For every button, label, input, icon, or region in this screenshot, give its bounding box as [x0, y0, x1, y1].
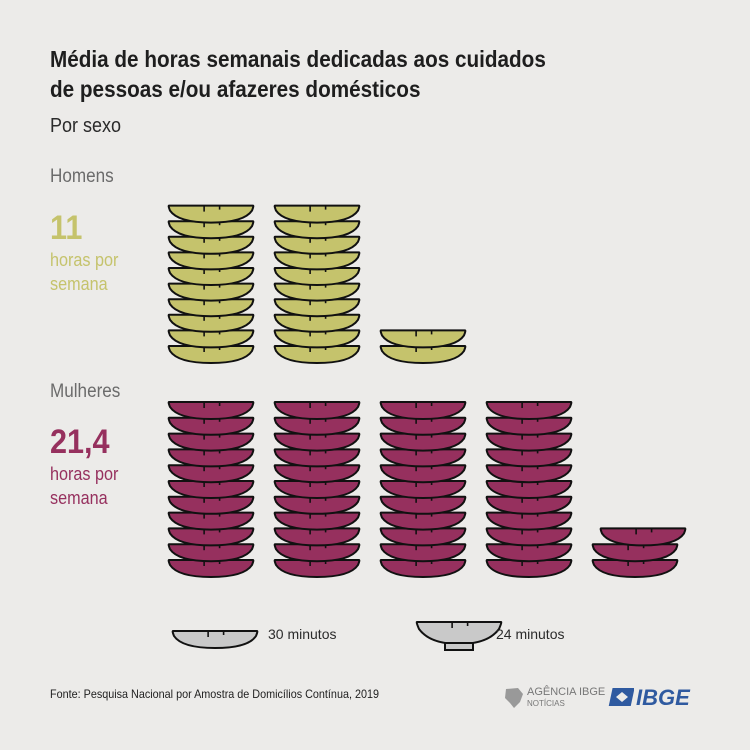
group-1-bowl-0-9	[167, 416, 255, 436]
group-1-bowl-2-6	[379, 464, 467, 484]
ibge-logo: IBGE	[608, 684, 708, 712]
chart-title: Média de horas semanais dedicadas aos cu…	[50, 44, 590, 104]
group-1-bowl-1-5	[273, 480, 361, 499]
group-1-bowl-0-4	[167, 495, 255, 515]
men-hours-value: 11	[50, 209, 83, 247]
group-1-bowl-0-7	[167, 448, 255, 468]
group-1-bowl-3-2	[485, 527, 573, 547]
group-0-bowl-0-1	[167, 329, 255, 349]
group-0-bowl-0-2	[167, 313, 255, 333]
group-1-bowl-0-10	[167, 401, 255, 420]
group-1-bowl-3-1	[485, 543, 573, 563]
group-1-bowl-3-8	[485, 432, 573, 452]
source-note: Fonte: Pesquisa Nacional por Amostra de …	[50, 687, 379, 701]
group-1-bowl-2-7	[379, 448, 467, 468]
group-1-bowl-3-4	[485, 495, 573, 515]
group-0-bowl-1-5	[273, 267, 361, 286]
ibge-logo-word: IBGE	[636, 685, 690, 710]
group-1-bowl-2-8	[379, 432, 467, 452]
group-0-bowl-2-0	[379, 345, 467, 364]
group-1-bowl-2-2	[379, 527, 467, 547]
women-group-label: Mulheres	[50, 381, 121, 402]
group-1-bowl-0-8	[167, 432, 255, 452]
group-1-bowl-3-7	[485, 448, 573, 468]
group-0-bowl-0-3	[167, 298, 255, 318]
group-1-bowl-1-7	[273, 448, 361, 468]
group-1-bowl-2-5	[379, 480, 467, 499]
group-0-bowl-0-6	[167, 251, 255, 271]
group-1-bowl-1-4	[273, 495, 361, 515]
group-1-bowl-2-0	[379, 559, 467, 578]
group-0-bowl-2-1	[379, 329, 467, 349]
group-1-bowl-2-3	[379, 511, 467, 531]
group-0-bowl-1-8	[273, 220, 361, 240]
group-0-bowl-0-0	[167, 345, 255, 364]
brazil-map-icon	[505, 688, 523, 708]
group-1-bowl-2-10	[379, 401, 467, 420]
group-0-bowl-0-9	[167, 204, 255, 224]
agencia-ibge-logo: AGÊNCIA IBGE NOTÍCIAS	[503, 684, 606, 712]
men-hours-unit: horas por semana	[50, 250, 119, 294]
title-line-2: de pessoas e/ou afazeres domésticos	[50, 76, 421, 102]
group-1-bowl-2-4	[379, 495, 467, 515]
legend-icon-30min	[171, 630, 259, 649]
group-1-bowl-1-10	[273, 401, 361, 420]
group-0-bowl-1-0	[273, 345, 361, 364]
group-1-bowl-0-5	[167, 480, 255, 499]
group-1-bowl-2-9	[379, 416, 467, 436]
group-1-bowl-4-1	[591, 543, 679, 563]
group-1-bowl-2-1	[379, 543, 467, 563]
group-0-bowl-1-3	[273, 298, 361, 318]
group-1-bowl-4-2-24min	[599, 527, 687, 547]
group-0-bowl-0-8	[167, 220, 255, 240]
group-1-bowl-0-0	[167, 559, 255, 578]
group-1-bowl-4-0	[591, 559, 679, 578]
group-0-bowl-0-7	[167, 235, 255, 255]
group-1-bowl-3-9	[485, 416, 573, 436]
group-1-bowl-1-3	[273, 511, 361, 531]
group-0-bowl-1-7	[273, 235, 361, 255]
group-0-bowl-0-4	[167, 282, 255, 302]
agencia-logo-line2: NOTÍCIAS	[527, 699, 565, 708]
group-1-bowl-0-3	[167, 511, 255, 531]
group-1-bowl-3-0	[485, 559, 573, 578]
agencia-logo-line1: AGÊNCIA IBGE	[527, 686, 606, 698]
group-0-bowl-0-5	[167, 267, 255, 286]
group-1-bowl-1-2	[273, 527, 361, 547]
men-group-label: Homens	[50, 166, 114, 187]
group-1-bowl-0-6	[167, 464, 255, 484]
group-0-bowl-1-4	[273, 282, 361, 302]
group-1-bowl-3-3	[485, 511, 573, 531]
legend-label-24min: 24 minutos	[496, 626, 565, 642]
group-1-bowl-3-6	[485, 464, 573, 484]
group-1-bowl-1-9	[273, 416, 361, 436]
chart-subtitle: Por sexo	[50, 115, 122, 137]
group-1-bowl-1-0	[273, 559, 361, 578]
group-1-bowl-0-2	[167, 527, 255, 547]
group-1-bowl-1-8	[273, 432, 361, 452]
group-1-bowl-3-5	[485, 480, 573, 499]
group-1-bowl-3-10	[485, 401, 573, 420]
group-0-bowl-1-6	[273, 251, 361, 271]
women-hours-unit: horas por semana	[50, 464, 119, 508]
women-hours-value: 21,4	[50, 423, 110, 461]
legend-label-30min: 30 minutos	[268, 626, 337, 642]
group-0-bowl-1-2	[273, 313, 361, 333]
title-line-1: Média de horas semanais dedicadas aos cu…	[50, 46, 546, 72]
group-1-bowl-0-1	[167, 543, 255, 563]
group-0-bowl-1-9	[273, 204, 361, 224]
legend-icon-24min	[415, 621, 503, 651]
group-1-bowl-1-1	[273, 543, 361, 563]
ibge-emblem-icon	[608, 688, 634, 706]
group-0-bowl-1-1	[273, 329, 361, 349]
group-1-bowl-1-6	[273, 464, 361, 484]
